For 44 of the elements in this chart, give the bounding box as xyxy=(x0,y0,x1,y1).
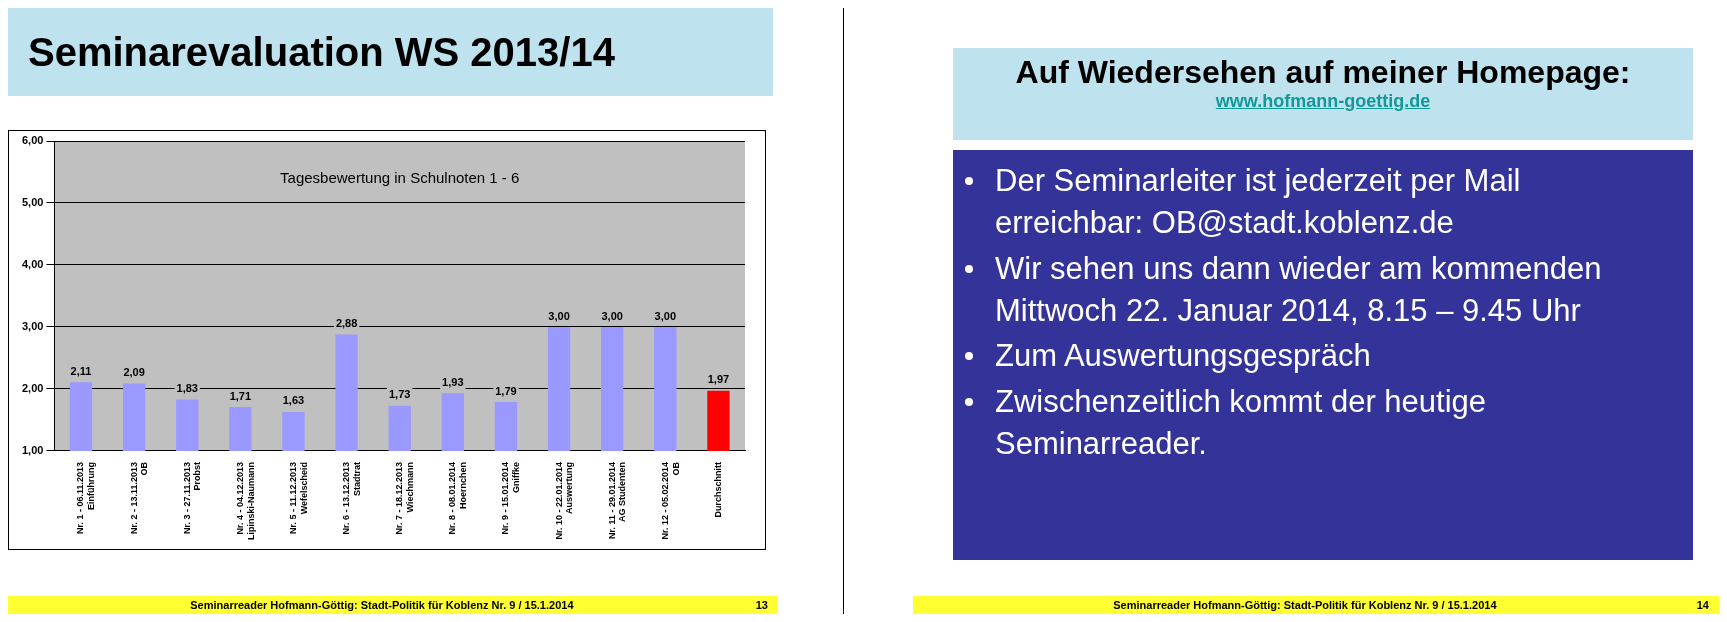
x-tick-label: Nr. 1 - 06.11.2013 Einführung xyxy=(75,461,97,535)
data-label: 1,97 xyxy=(707,373,730,386)
text: Der Seminarleiter ist jederzeit per Mail erreichbar: OB@stadt.koblenz.de xyxy=(995,162,1522,242)
text: Wir sehen uns dann wieder am kommenden Mittwoch 22. Januar 2014, 8.15 – 9.45 Uhr xyxy=(995,249,1603,330)
data-label: 3,00 xyxy=(654,309,677,322)
x-tick-label: Nr. 6 - 13.12.2013 Stadtrat xyxy=(341,461,362,535)
y-tick-label: 3,00 xyxy=(21,320,44,333)
y-tick-label: 1,00 xyxy=(21,444,44,457)
x-tick-label: Nr. 2 - 13.11.2013 OB xyxy=(128,461,150,535)
text: Tagesbewertung in Schulnoten 1 - 6 xyxy=(280,169,520,187)
x-tick-label: Nr. 3 - 27.11.2013 Probst xyxy=(181,461,203,535)
x-tick-label: Nr. 9 - 15.01.2014 Gniffke xyxy=(500,461,522,535)
data-label: 1,63 xyxy=(282,394,305,407)
data-label: 2,09 xyxy=(123,365,145,378)
data-label: 1,79 xyxy=(495,384,517,397)
x-tick-label: Nr. 5 - 11.12.2013 Wefelscheid xyxy=(287,461,309,535)
text: 14 xyxy=(1696,599,1710,611)
data-label: 3,00 xyxy=(601,309,623,322)
data-label: 2,88 xyxy=(335,316,358,329)
y-tick-label: 2,00 xyxy=(21,382,44,395)
text: Zwischenzeitlich kommt der heutige Seminarreader. xyxy=(995,383,1488,464)
data-label: 3,00 xyxy=(548,309,570,322)
data-label: 2,11 xyxy=(70,364,92,377)
data-label: 1,83 xyxy=(176,382,198,395)
x-tick-label: Nr. 10 - 22.01.2014 Auswertung xyxy=(553,461,575,540)
data-label: 1,73 xyxy=(388,388,411,401)
x-tick-label: Nr. 4 - 04.12.2013 Lipinski-Naumann xyxy=(234,461,256,541)
text: Seminarreader Hofmann-Göttig: Stadt-Politik für Koblenz Nr. 9 / 15.1.2014 xyxy=(189,599,575,611)
text: Zum Auswertungsgespräch xyxy=(995,337,1371,376)
x-tick-label: Nr. 7 - 18.12.2013 Wiechmann xyxy=(394,461,415,535)
x-tick-label: Nr. 12 - 05.02.2014 OB xyxy=(659,461,681,540)
x-tick-label: Nr. 8 - 08.01.2014 Hoernchen xyxy=(447,461,469,535)
data-label: 1,93 xyxy=(442,375,464,388)
text: Seminarreader Hofmann-Göttig: Stadt-Politik für Koblenz Nr. 9 / 15.1.2014 xyxy=(1112,599,1498,611)
chart-title: Seminarevaluation WS 2013/14 xyxy=(8,8,773,96)
y-tick-label: 6,00 xyxy=(21,134,44,147)
x-tick-label: Durchschnitt xyxy=(712,461,723,518)
y-tick-label: 5,00 xyxy=(21,196,44,209)
text: Auf Wiedersehen auf meiner Homepage: xyxy=(1014,54,1632,91)
data-label: 1,71 xyxy=(229,389,252,402)
y-tick-label: 4,00 xyxy=(21,258,44,271)
text: www.hofmann-goettig.de xyxy=(1214,91,1432,112)
x-tick-label: Nr. 11 - 29.01.2014 AG Studenten xyxy=(606,461,628,540)
text: 13 xyxy=(755,599,769,611)
